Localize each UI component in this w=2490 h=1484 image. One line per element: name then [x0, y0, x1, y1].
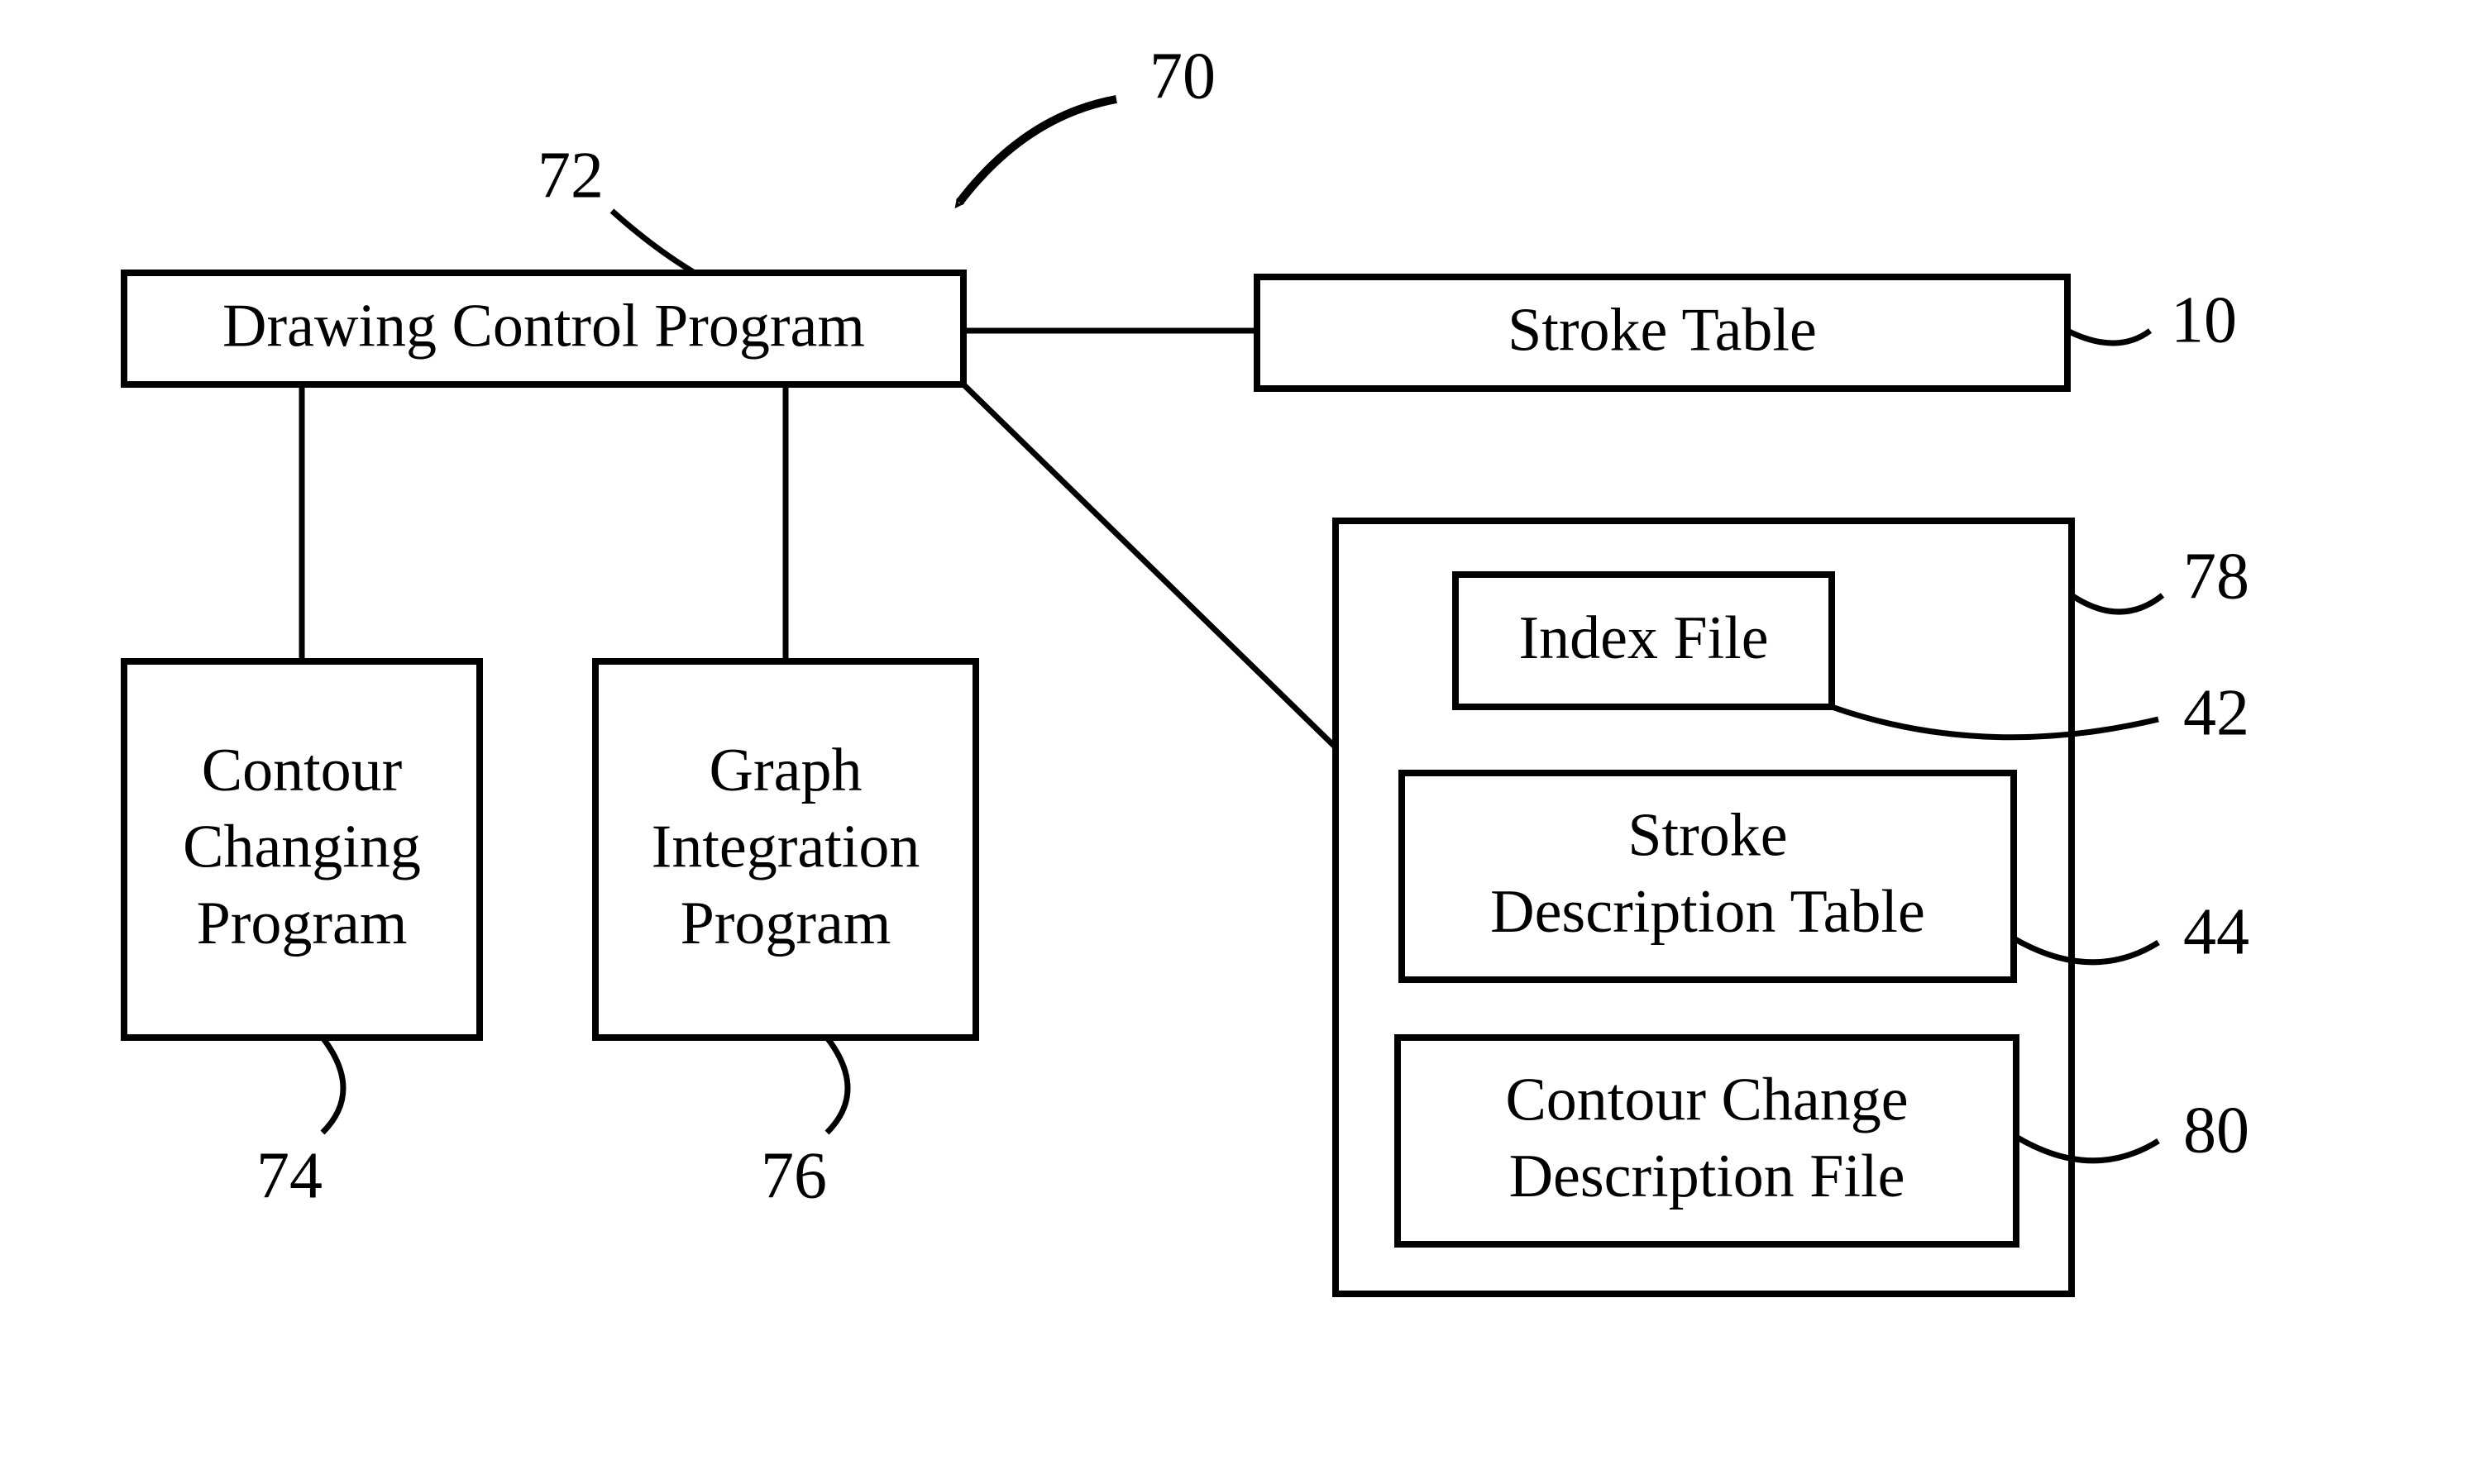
graph-integration-program-leader — [827, 1038, 848, 1133]
block-diagram: 78 Drawing Control Program 72 Stroke Table 1… — [0, 0, 2490, 1484]
stroke-description-table-label-0: Stroke — [1627, 802, 1787, 870]
graph-integration-program-label-0: Graph — [710, 737, 863, 804]
contour-changing-program-label-2: Program — [197, 890, 408, 957]
graph-integration-program-label-2: Program — [681, 890, 891, 957]
graph-integration-program-label-1: Integration — [652, 813, 920, 880]
contour-changing-program-label-1: Changing — [183, 813, 421, 880]
drawing-control-program-ref: 72 — [538, 139, 604, 212]
stroke-table-leader — [2067, 331, 2150, 343]
contour-changing-program-ref: 74 — [256, 1139, 323, 1212]
index-file-ref: 42 — [2183, 676, 2249, 749]
contour-changing-program-box: Contour Changing Program 74 — [124, 661, 480, 1212]
stroke-description-table-label-1: Description Table — [1490, 878, 1925, 946]
drawing-control-program-leader — [612, 211, 695, 273]
contour-change-description-file-label-1: Description File — [1509, 1143, 1905, 1210]
contour-changing-program-leader — [323, 1038, 343, 1133]
contour-changing-program-label-0: Contour — [202, 737, 403, 804]
stroke-table-ref: 10 — [2171, 284, 2237, 356]
graph-integration-program-box: Graph Integration Program 76 — [595, 661, 976, 1212]
font-file-container-ref: 78 — [2183, 540, 2249, 613]
assembly-ref: 70 — [1149, 40, 1216, 112]
assembly-ref-arrow — [959, 99, 1116, 203]
stroke-table-label: Stroke Table — [1508, 296, 1817, 364]
stroke-table-box: Stroke Table 10 — [1257, 277, 2237, 389]
index-file-label: Index File — [1518, 604, 1768, 672]
drawing-control-program-label: Drawing Control Program — [222, 292, 865, 360]
stroke-description-table-ref: 44 — [2183, 895, 2249, 968]
font-file-container-leader — [2072, 595, 2163, 612]
contour-change-description-file-box: Contour Change Description File 80 — [1398, 1038, 2249, 1244]
graph-integration-program-ref: 76 — [761, 1139, 827, 1212]
stroke-description-table-box: Stroke Description Table 44 — [1402, 773, 2249, 980]
contour-change-description-file-ref: 80 — [2183, 1094, 2249, 1167]
drawing-control-program-box: Drawing Control Program 72 — [124, 139, 963, 384]
contour-change-description-file-label-0: Contour Change — [1505, 1066, 1908, 1134]
